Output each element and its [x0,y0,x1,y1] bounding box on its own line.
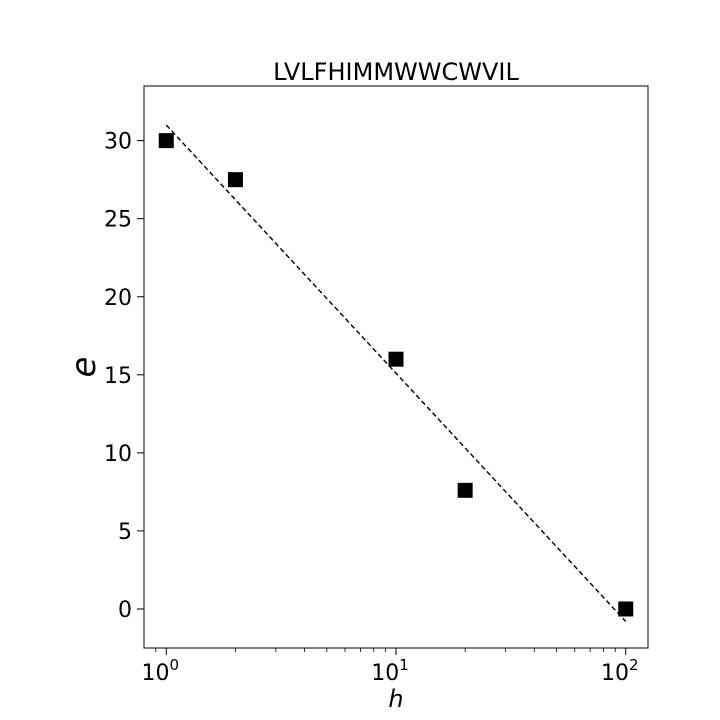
y-axis-ticks: 0 5 10 15 20 25 30 [104,130,144,623]
fit-line [165,124,627,622]
y-axis-title: e [64,357,104,378]
fit-line-group [165,124,627,622]
x-tick-label: 100 [141,656,179,686]
y-tick-label: 0 [118,598,132,623]
x-tick-exponent: 1 [399,656,409,674]
y-tick-label: 15 [104,364,132,389]
data-point-marker [158,133,174,149]
y-tick-label: 30 [104,130,132,155]
data-points [158,133,634,617]
x-tick-exponent: 0 [169,656,179,674]
data-point-marker [618,601,634,617]
y-tick-label: 20 [104,286,132,311]
data-point-marker [388,351,404,367]
x-axis-ticks: 100 101 102 [141,648,639,686]
y-tick-label: 25 [104,208,132,233]
data-point-marker [457,482,473,498]
plot-area-frame [143,85,649,649]
y-tick-label: 10 [104,442,132,467]
y-tick-label: 5 [118,520,132,545]
x-tick-label: 102 [601,656,639,686]
data-point-marker [227,172,243,188]
x-axis-title: h [388,685,403,713]
chart-title: LVLFHIMMWWCWVIL [273,58,519,86]
x-tick-exponent: 2 [629,656,639,674]
x-tick-label: 101 [371,656,409,686]
